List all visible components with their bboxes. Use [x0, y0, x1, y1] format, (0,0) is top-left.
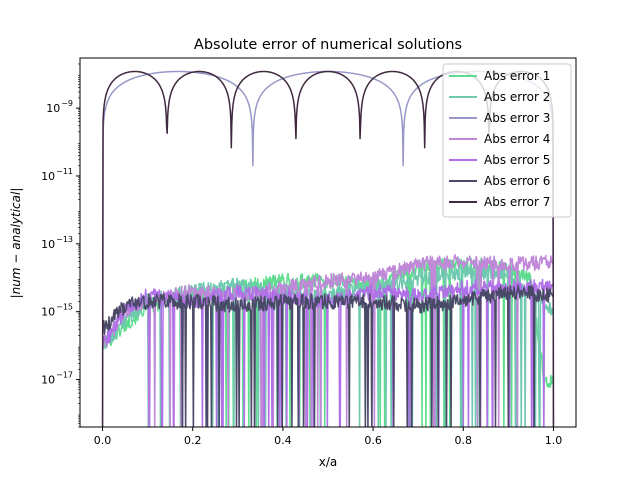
legend-label: Abs error 4 — [484, 132, 550, 146]
x-tick-label: 0.8 — [455, 434, 473, 447]
legend-label: Abs error 3 — [484, 111, 550, 125]
x-axis: 0.0 0.2 0.4 0.6 0.8 1.0 — [94, 427, 562, 447]
x-tick-label: 0.6 — [364, 434, 382, 447]
y-tick-exponent: −17 — [56, 371, 73, 380]
series-line — [101, 284, 555, 427]
legend-label: Abs error 6 — [484, 174, 550, 188]
legend-label: Abs error 2 — [484, 90, 550, 104]
y-tick-label: −910 — [46, 99, 73, 115]
x-tick-label: 1.0 — [545, 434, 563, 447]
x-tick-label: 0.0 — [94, 434, 112, 447]
y-tick-exponent: −9 — [61, 99, 73, 108]
legend-label: Abs error 5 — [484, 153, 550, 167]
y-tick-base: 10 — [41, 238, 55, 251]
y-tick-exponent: −11 — [56, 167, 73, 176]
x-tick-label: 0.4 — [274, 434, 292, 447]
legend-label: Abs error 1 — [484, 69, 550, 83]
x-axis-label: x/a — [319, 455, 338, 469]
chart-title: Absolute error of numerical solutions — [194, 37, 462, 53]
legend-box — [442, 63, 572, 218]
series-line — [101, 254, 555, 427]
y-tick-base: 10 — [41, 374, 55, 387]
y-tick-exponent: −13 — [56, 235, 73, 244]
y-axis-label: |num − analytical| — [9, 188, 23, 299]
x-tick-label: 0.2 — [184, 434, 202, 447]
y-tick-base: 10 — [41, 306, 55, 319]
plot-frame — [79, 57, 577, 428]
legend: Abs error 1 Abs error 2 Abs error 3 Abs err… — [442, 63, 572, 218]
y-tick-base: 10 — [41, 170, 55, 183]
y-tick-exponent: −15 — [56, 303, 73, 312]
y-tick-base: 10 — [46, 102, 60, 115]
legend-label: Abs error 7 — [484, 195, 550, 209]
